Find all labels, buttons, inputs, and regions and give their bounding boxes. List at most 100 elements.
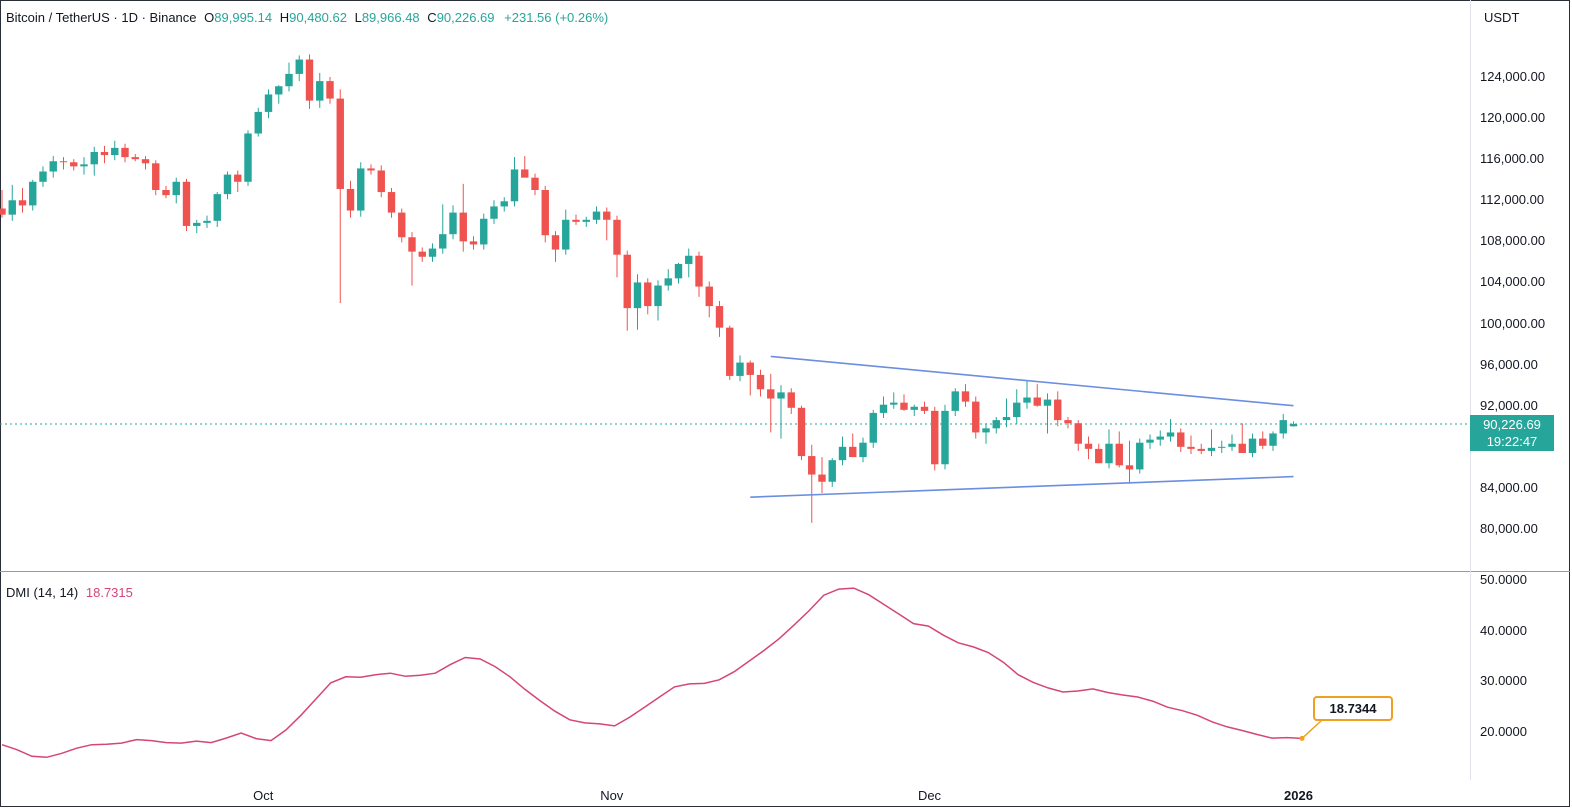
candle-body (1002, 417, 1011, 421)
dmi-tick-label: 50.0000 (1480, 572, 1527, 587)
price-tick-label: 120,000.00 (1480, 110, 1546, 126)
candle (736, 355, 744, 382)
candle (213, 192, 221, 227)
candle (685, 248, 693, 278)
candle (1177, 428, 1185, 452)
candle (931, 406, 939, 471)
candle (254, 107, 262, 137)
candle-body (531, 177, 539, 190)
candle-body (623, 254, 631, 309)
candle-body (162, 190, 170, 196)
candle (80, 157, 88, 175)
candle (295, 55, 303, 82)
price-tick-label: 80,000.00 (1480, 521, 1538, 536)
candle-body (869, 412, 877, 443)
candle (1002, 398, 1011, 428)
candle-body (377, 170, 385, 193)
candle (1238, 423, 1246, 453)
candle-body (316, 81, 324, 101)
candle (408, 232, 416, 286)
candle-body (951, 391, 959, 411)
candle-body (398, 212, 406, 238)
dmi-tick-label: 20.0000 (1480, 724, 1527, 739)
candle (654, 280, 662, 321)
candle-body (541, 190, 549, 236)
candle-body (121, 147, 129, 158)
candle-body (746, 362, 754, 375)
price-tick-label: 116,000.00 (1480, 151, 1545, 167)
candle (203, 215, 211, 229)
candle (1197, 443, 1205, 455)
candle-body (941, 410, 949, 465)
candle-body (664, 278, 672, 286)
candle-body (490, 206, 498, 219)
candle (541, 185, 549, 243)
candle-body (726, 327, 734, 376)
price-tick-label: 96,000.00 (1480, 356, 1538, 372)
candle-body (1248, 438, 1257, 453)
candle-body (1043, 399, 1052, 406)
candle (121, 143, 129, 163)
candle-body (767, 389, 775, 399)
candle (869, 409, 877, 448)
candle (70, 159, 78, 171)
last-price-tag: 90,226.69 19:22:47 (1470, 415, 1554, 451)
candle-body (1013, 402, 1021, 418)
candle (715, 300, 724, 337)
price-tick-label: 108,000.00 (1480, 233, 1546, 249)
symbol-legend[interactable]: Bitcoin / TetherUS · 1D · Binance O89,99… (6, 10, 608, 25)
candle-body (500, 201, 508, 207)
candle-body (1105, 443, 1113, 464)
candle (357, 162, 365, 217)
candle (1259, 431, 1267, 449)
candle-body (1054, 399, 1062, 421)
candle-body (685, 255, 693, 264)
candle-body (838, 446, 847, 461)
candle (859, 437, 867, 463)
candle (1095, 443, 1103, 464)
candle (111, 140, 119, 161)
candle-body (90, 151, 98, 165)
candle (1084, 436, 1093, 460)
candle (1125, 440, 1134, 484)
candle (1248, 433, 1257, 458)
last-price-value: 90,226.69 (1483, 417, 1541, 432)
candle-body (172, 181, 180, 196)
high-value: 90,480.62 (289, 10, 347, 25)
candle (131, 154, 139, 162)
dmi-legend[interactable]: DMI (14, 14) 18.7315 (6, 585, 133, 600)
candle (992, 417, 1000, 434)
candle-body (39, 171, 47, 182)
candle (900, 394, 908, 411)
candle (428, 243, 437, 262)
candle-body (223, 174, 232, 195)
candle (469, 236, 478, 250)
candle-body (654, 285, 662, 307)
candle-body (141, 159, 150, 164)
dmi-name[interactable]: DMI (14, 14) (6, 585, 79, 600)
candle (562, 209, 570, 255)
candle (1187, 435, 1195, 455)
candle-body (1197, 448, 1205, 451)
candle (480, 213, 488, 250)
candle (674, 262, 683, 284)
candle-body (613, 219, 621, 255)
candle (449, 205, 457, 240)
price-pane[interactable] (0, 0, 1570, 572)
candle (172, 177, 180, 204)
candle (18, 187, 27, 213)
candle-body (326, 81, 334, 99)
symbol-title[interactable]: Bitcoin / TetherUS · 1D · Binance (6, 10, 197, 25)
currency-label[interactable]: USDT (1484, 10, 1520, 25)
candle (8, 184, 16, 221)
candle-body (1207, 447, 1216, 451)
dmi-tick-label: 40.0000 (1480, 622, 1527, 638)
close-value: 90,226.69 (436, 10, 495, 25)
candle-body (439, 234, 447, 249)
candle (418, 247, 426, 262)
candle-body (213, 194, 221, 221)
dmi-pane[interactable] (0, 572, 1570, 780)
candle (787, 388, 795, 414)
candle (1074, 420, 1082, 451)
candle (797, 405, 806, 461)
